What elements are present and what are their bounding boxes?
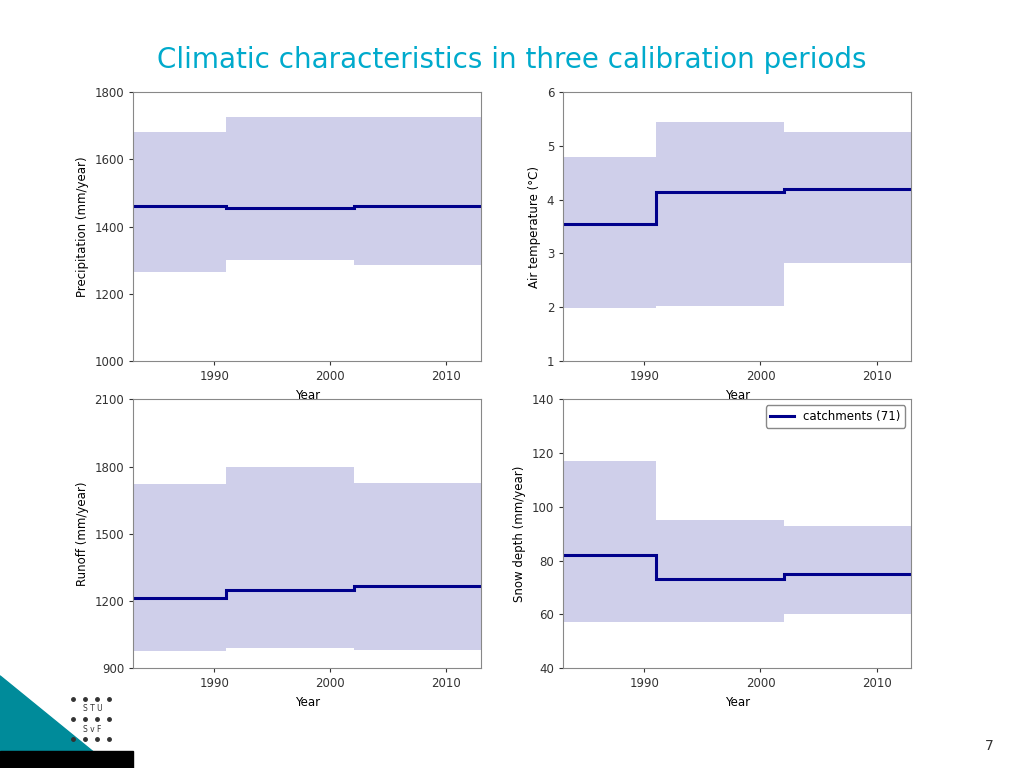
Y-axis label: Snow depth (mm/year): Snow depth (mm/year) [513,465,526,602]
Polygon shape [133,485,226,651]
X-axis label: Year: Year [295,696,319,709]
Polygon shape [226,467,353,648]
Y-axis label: Air temperature (°C): Air temperature (°C) [528,166,541,287]
X-axis label: Year: Year [725,389,750,402]
Polygon shape [783,525,911,614]
Polygon shape [226,118,353,260]
Polygon shape [0,676,113,768]
X-axis label: Year: Year [725,696,750,709]
Polygon shape [353,483,481,650]
Polygon shape [133,133,226,272]
Y-axis label: Precipitation (mm/year): Precipitation (mm/year) [76,156,89,297]
Polygon shape [656,121,783,306]
X-axis label: Year: Year [295,389,319,402]
Polygon shape [783,133,911,263]
Y-axis label: Runoff (mm/year): Runoff (mm/year) [76,482,89,586]
Polygon shape [656,521,783,622]
Polygon shape [0,751,133,768]
Polygon shape [353,118,481,265]
Polygon shape [563,461,656,622]
Text: S T U: S T U [83,703,102,713]
Text: Climatic characteristics in three calibration periods: Climatic characteristics in three calibr… [158,46,866,74]
Text: S v F: S v F [83,725,101,733]
Legend: catchments (71): catchments (71) [766,406,905,428]
Polygon shape [563,157,656,308]
Text: 7: 7 [984,739,993,753]
